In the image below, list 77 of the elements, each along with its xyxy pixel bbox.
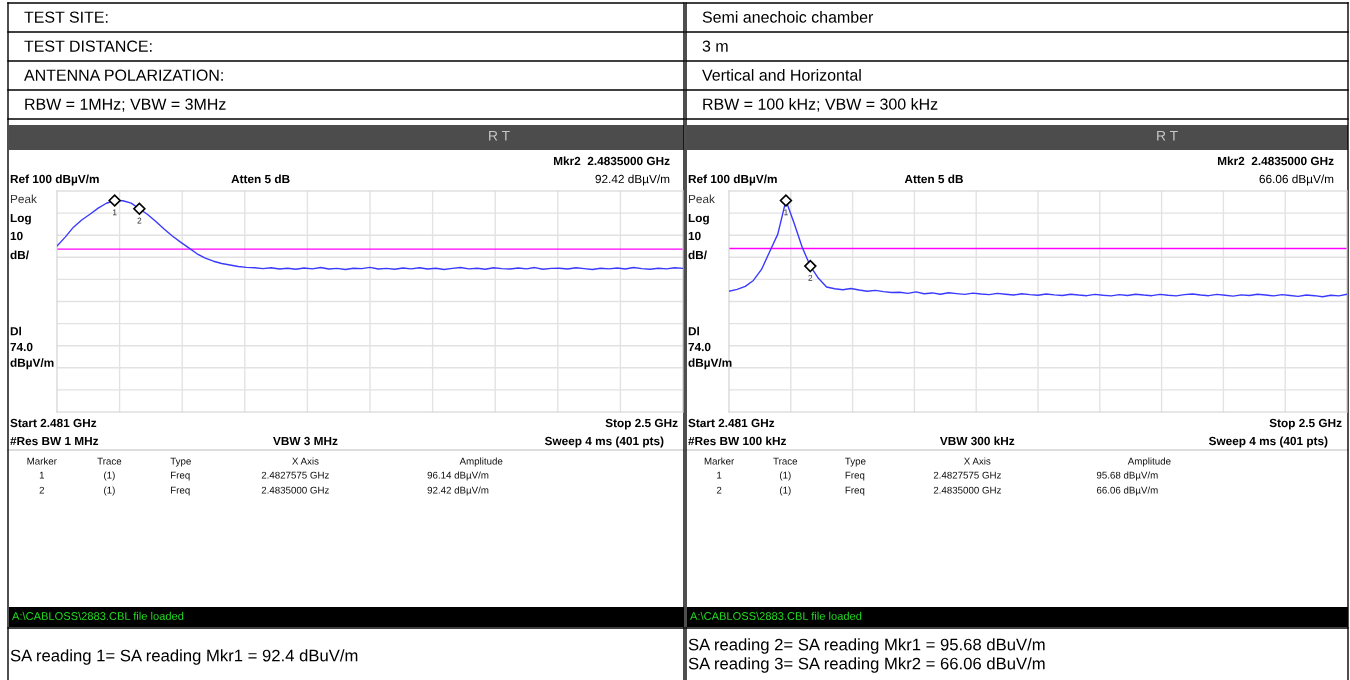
text: X Axis xyxy=(963,457,991,465)
text: Trace xyxy=(773,457,798,465)
text: Sweep 4 ms (401 pts) xyxy=(544,436,664,448)
text: 10 xyxy=(688,231,701,241)
text: (1) xyxy=(104,486,115,496)
text: R T xyxy=(489,131,510,141)
text: Start 2.481 GHz xyxy=(688,418,775,428)
annotation: 1 xyxy=(112,209,117,216)
text: 66.06 dBµV/m xyxy=(1259,174,1334,186)
text: TEST SITE: xyxy=(24,11,108,23)
text: 1 xyxy=(39,471,45,479)
text: Freq xyxy=(845,486,865,496)
text: Marker xyxy=(704,457,735,465)
text: Vertical and Horizontal xyxy=(702,69,861,81)
text: Marker xyxy=(27,457,57,465)
text: Freq xyxy=(171,486,190,496)
text: Stop 2.5 GHz xyxy=(605,418,678,430)
text: 92.42 dBµV/m xyxy=(595,174,670,186)
text: dB/ xyxy=(688,250,707,260)
text: TEST DISTANCE: xyxy=(24,40,152,52)
text: SA reading 1= SA reading Mkr1 = 92.4 dBuV/m xyxy=(10,649,358,665)
text: A:\CABLOSS\2883.CBL file loaded xyxy=(12,611,184,620)
text: Type xyxy=(845,457,866,467)
text: 2.4827575 GHz xyxy=(261,471,329,479)
text: X Axis xyxy=(292,457,319,465)
annotation: 2 xyxy=(137,217,142,224)
text: 2.4835000 GHz xyxy=(933,486,1001,494)
text: #Res BW 1 MHz xyxy=(10,436,99,446)
text: 1 xyxy=(717,471,722,479)
text: 96.14 dBµV/m xyxy=(427,471,489,481)
text: ANTENNA POLARIZATION: xyxy=(24,69,223,81)
text: Atten 5 dB xyxy=(904,174,963,184)
text: Atten 5 dB xyxy=(231,174,290,184)
text: Sweep 4 ms (401 pts) xyxy=(1208,436,1328,448)
text: dB/ xyxy=(10,250,29,260)
text: RBW = 1MHz; VBW = 3MHz xyxy=(25,98,226,112)
text: Ref 100 dBµV/m xyxy=(10,174,99,186)
text: Trace xyxy=(97,457,122,465)
annotation: 1 xyxy=(784,209,788,216)
text: Amplitude xyxy=(459,457,503,467)
text: Start 2.481 GHz xyxy=(10,418,97,428)
text: Peak xyxy=(10,194,37,204)
text: 2.4827575 GHz xyxy=(933,471,1001,479)
text: Peak xyxy=(688,194,715,204)
text: 92.42 dBµV/m xyxy=(427,486,489,496)
text: RBW = 100 kHz; VBW = 300 kHz xyxy=(703,98,938,112)
text: Type xyxy=(170,457,191,467)
text: (1) xyxy=(779,486,791,496)
text: VBW 3 MHz xyxy=(273,436,338,446)
annotation: Dl 74.0 dBµV/m xyxy=(688,326,732,370)
text: SA reading 2= SA reading Mkr1 = 95.68 dBuV/m xyxy=(688,638,1045,654)
text: Mkr2 2.4835000 GHz xyxy=(1217,156,1334,166)
text: Semi anechoic chamber xyxy=(702,11,874,23)
annotation: 2 xyxy=(808,274,813,281)
text: (1) xyxy=(779,471,791,481)
text: 3 m xyxy=(702,40,728,52)
text: 2.4835000 GHz xyxy=(261,486,329,494)
text: Amplitude xyxy=(1127,457,1171,467)
text: Freq xyxy=(171,471,190,481)
text: #Res BW 100 kHz xyxy=(688,436,786,446)
text: 95.68 dBµV/m xyxy=(1096,471,1158,481)
text: Stop 2.5 GHz xyxy=(1269,418,1342,430)
text: 10 xyxy=(10,231,23,241)
text: Dl 74.0 dBµV/m xyxy=(10,326,54,370)
text: Freq xyxy=(845,471,865,481)
text: 2 xyxy=(716,486,722,494)
text: (1) xyxy=(104,471,115,481)
text: 66.06 dBµV/m xyxy=(1096,486,1158,496)
text: A:\CABLOSS\2883.CBL file loaded xyxy=(690,611,862,620)
text: R T xyxy=(1157,131,1178,141)
text: SA reading 3= SA reading Mkr2 = 66.06 dBuV/m xyxy=(688,657,1045,673)
text: Log xyxy=(10,213,31,225)
text: Ref 100 dBµV/m xyxy=(688,174,777,186)
text: Log xyxy=(688,213,709,225)
text: Mkr2 2.4835000 GHz xyxy=(553,156,670,166)
text: VBW 300 kHz xyxy=(939,436,1015,446)
text: 2 xyxy=(39,486,45,494)
